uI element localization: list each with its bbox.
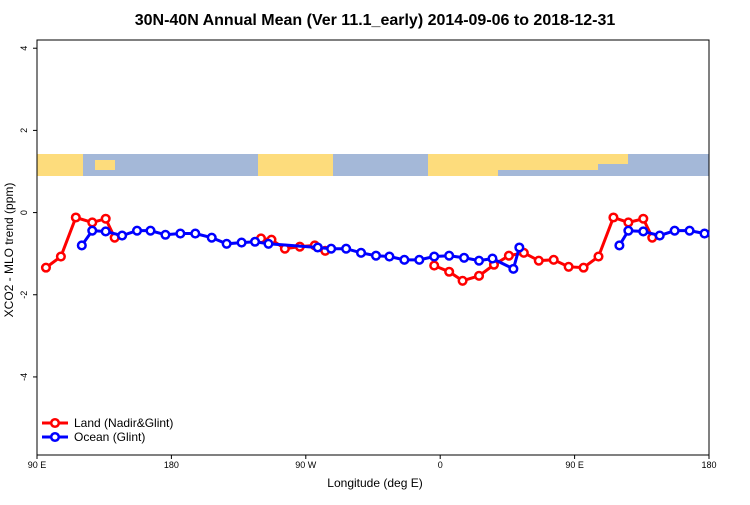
map-strip <box>37 154 709 176</box>
data-point <box>459 252 470 263</box>
data-point <box>623 225 634 236</box>
y-tick-label: 4 <box>19 46 29 51</box>
x-tick-label: 90 E <box>28 460 47 470</box>
legend-marker <box>49 417 61 429</box>
data-point <box>40 262 52 273</box>
data-point <box>444 250 455 261</box>
data-point <box>473 255 485 266</box>
legend-text: Land (Nadir&Glint) <box>74 416 173 430</box>
x-tick-label: 0 <box>438 460 443 470</box>
data-point <box>699 228 710 239</box>
data-point <box>132 225 143 236</box>
data-point <box>548 254 559 265</box>
data-point <box>487 253 498 264</box>
data-point <box>160 229 171 240</box>
data-point <box>326 243 337 254</box>
data-point <box>76 240 87 251</box>
data-point <box>145 225 156 236</box>
data-point <box>100 226 111 237</box>
data-point <box>608 212 619 223</box>
data-point <box>593 251 604 262</box>
plot-frame <box>36 39 710 456</box>
chart-title: 30N-40N Annual Mean (Ver 11.1_early) 201… <box>135 12 616 29</box>
data-point <box>457 275 468 286</box>
y-axis-label: XCO2 - MLO trend (ppm) <box>2 183 16 318</box>
y-tick-label: -2 <box>19 291 29 299</box>
data-point <box>249 236 261 247</box>
data-point <box>669 225 680 236</box>
data-point <box>55 251 66 262</box>
data-point <box>563 261 574 272</box>
x-tick-label: 180 <box>701 460 716 470</box>
data-point <box>684 225 695 236</box>
data-point <box>614 240 625 251</box>
data-point <box>578 262 589 273</box>
data-point <box>356 247 367 258</box>
data-point <box>87 217 98 228</box>
data-point <box>312 242 323 253</box>
data-point <box>221 238 232 249</box>
data-point <box>370 250 382 261</box>
x-axis-label: Longitude (deg E) <box>327 476 422 490</box>
data-point <box>399 254 410 265</box>
data-point <box>623 217 634 228</box>
data-point <box>533 255 544 266</box>
data-point <box>638 226 649 237</box>
data-point <box>236 237 247 248</box>
data-point <box>503 250 514 261</box>
data-point <box>341 243 352 254</box>
y-tick-label: 0 <box>19 210 29 215</box>
data-point <box>100 213 111 224</box>
data-point <box>508 263 519 274</box>
data-point <box>514 242 525 253</box>
legend-text: Ocean (Glint) <box>74 430 145 444</box>
x-tick-label: 90 W <box>295 460 317 470</box>
series-line <box>433 215 654 283</box>
x-tick-label: 180 <box>164 460 179 470</box>
data-point <box>190 228 201 239</box>
data-point <box>429 251 440 262</box>
data-point <box>473 270 485 281</box>
data-point <box>384 251 395 262</box>
y-tick-label: 2 <box>19 128 29 133</box>
data-point <box>654 230 665 241</box>
data-point <box>429 260 440 271</box>
data-point <box>87 225 98 236</box>
data-point <box>444 266 455 277</box>
data-point <box>414 254 425 265</box>
data-point <box>263 238 274 249</box>
x-tick-label: 90 E <box>565 460 584 470</box>
legend-marker <box>49 431 61 443</box>
data-point <box>175 228 186 239</box>
data-point <box>70 212 81 223</box>
data-point <box>638 213 649 224</box>
y-tick-label: -4 <box>19 373 29 381</box>
data-point <box>117 230 128 241</box>
data-point <box>206 232 217 243</box>
